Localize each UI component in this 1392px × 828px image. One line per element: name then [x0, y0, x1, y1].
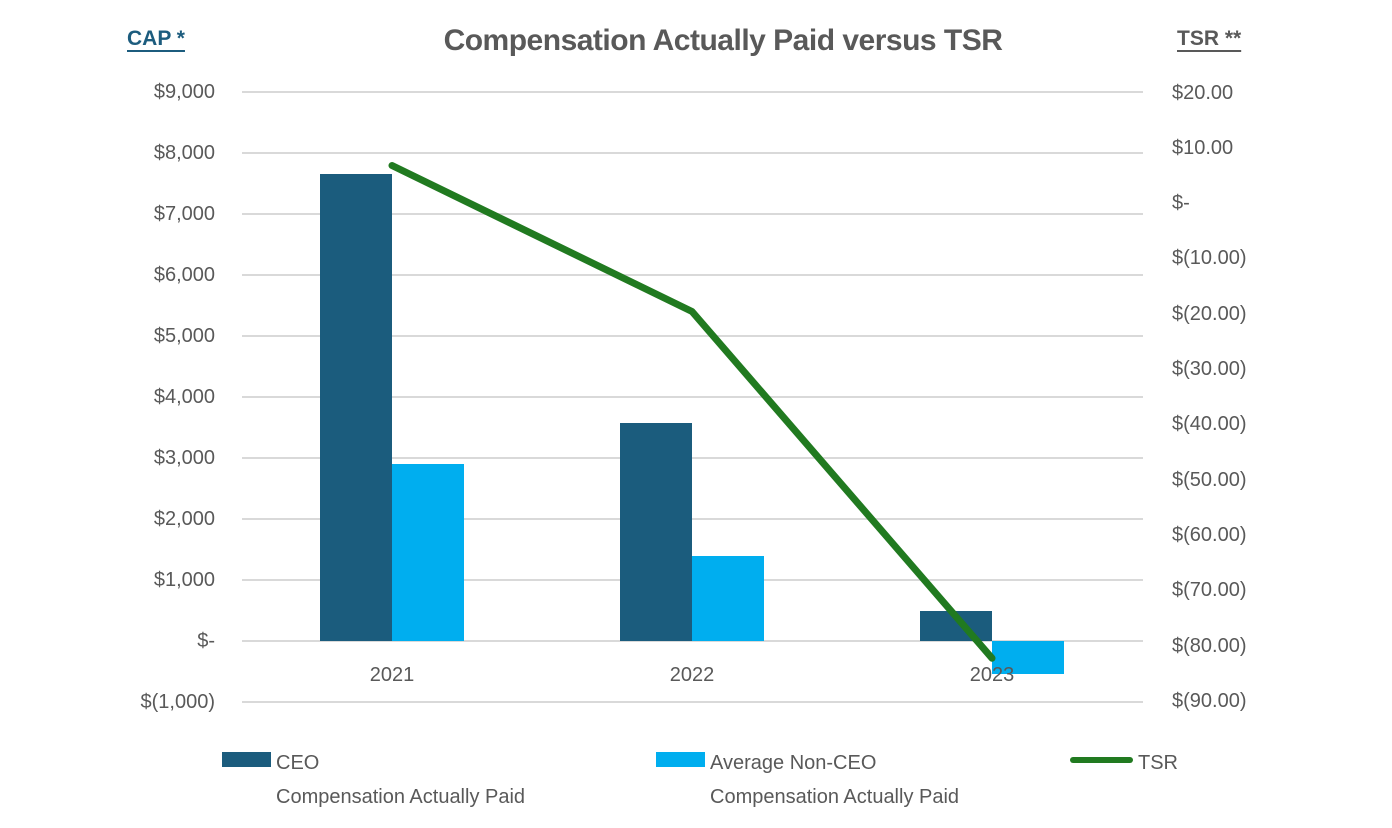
legend-label-non-ceo: Average Non-CEO Compensation Actually Pai… [710, 746, 959, 814]
bar-ceo-2022 [620, 423, 692, 641]
legend-label-line: Compensation Actually Paid [276, 786, 526, 808]
legend-label-ceo: CEO Compensation Actually Paid [276, 746, 525, 814]
bar-ceo-2021 [320, 174, 392, 641]
right-axis-tick-label: $(40.00) [1172, 413, 1247, 436]
bar-non-ceo-2021 [392, 464, 464, 641]
right-axis-tick-label: $(70.00) [1172, 579, 1247, 602]
left-axis-tick-label: $1,000 [153, 569, 215, 591]
bar-non-ceo-2023 [992, 641, 1064, 674]
gridline [242, 213, 1143, 215]
left-axis-tick-label: $3,000 [153, 447, 215, 469]
right-axis-tick-label: $(20.00) [1172, 302, 1247, 325]
left-axis-tick-label: $4,000 [153, 386, 215, 408]
left-axis-tick-label: $8,000 [153, 142, 215, 164]
legend-label-tsr: TSR [1138, 746, 1178, 780]
category-label-2022: 2022 [669, 664, 715, 686]
left-axis-tick-label: $5,000 [153, 325, 215, 347]
legend-swatch-ceo [222, 752, 271, 767]
gridline [242, 518, 1143, 520]
category-label-2023: 2023 [969, 664, 1015, 686]
left-axis-tick-label: $6,000 [153, 264, 215, 286]
gridline [242, 457, 1143, 459]
left-axis-tick-label: $9,000 [153, 81, 215, 103]
bar-non-ceo-2022 [692, 555, 764, 641]
gridline [242, 396, 1143, 398]
left-axis-tick-label: $(1,000) [140, 691, 216, 713]
left-axis-title: CAP * [127, 27, 185, 50]
right-axis-tick-label: $- [1172, 192, 1190, 215]
category-label-2021: 2021 [369, 664, 415, 686]
gridline [242, 335, 1143, 337]
right-axis-tick-label: $(80.00) [1172, 634, 1247, 657]
legend-swatch-non-ceo [656, 752, 705, 767]
gridline [242, 640, 1143, 642]
right-axis-tick-label: $(30.00) [1172, 358, 1247, 380]
chart-title: Compensation Actually Paid versus TSR [443, 24, 1003, 57]
legend-label-line: TSR [1138, 752, 1178, 774]
gridline [242, 91, 1143, 93]
right-axis-tick-label: $10.00 [1172, 136, 1234, 159]
left-axis-tick-label: $7,000 [153, 203, 215, 225]
gridline [242, 152, 1143, 154]
right-axis-tick-label: $(90.00) [1172, 689, 1247, 712]
right-axis-tick-label: $20.00 [1172, 81, 1234, 104]
gridline [242, 274, 1143, 276]
legend-label-line: CEO [276, 752, 320, 774]
left-axis-tick-label: $- [197, 630, 215, 652]
tsr-polyline [388, 162, 996, 662]
right-axis-title: TSR ** [1177, 27, 1242, 50]
right-axis-tick-label: $(10.00) [1172, 247, 1247, 270]
right-axis-tick-label: $(60.00) [1172, 523, 1247, 546]
right-axis-tick-label: $(50.00) [1172, 468, 1247, 491]
legend-label-line: Compensation Actually Paid [710, 786, 960, 808]
legend-label-line: Average Non-CEO [710, 752, 877, 774]
left-axis-tick-label: $2,000 [153, 508, 215, 530]
legend-line-swatch-tsr [1070, 757, 1133, 763]
gridline [242, 701, 1143, 703]
